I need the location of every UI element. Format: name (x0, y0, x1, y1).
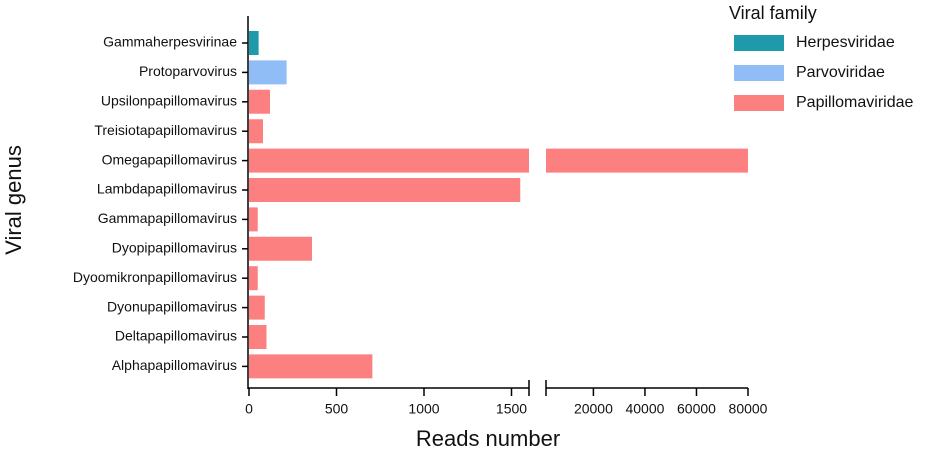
x-tick-label: 40000 (625, 401, 664, 417)
y-tick-label: Gammapapillomavirus (98, 210, 237, 226)
y-tick-label: Dyonupapillomavirus (107, 298, 237, 314)
x-tick-label: 1000 (408, 401, 439, 417)
bar (249, 325, 267, 349)
legend-label: Herpesviridae (796, 34, 895, 51)
bar (249, 148, 748, 173)
legend-swatch (734, 35, 784, 51)
x-axis-label: Reads number (416, 426, 560, 451)
bar (249, 266, 258, 291)
legend-title: Viral family (729, 3, 817, 23)
y-axis-label: Viral genus (1, 145, 26, 255)
y-tick-label: Lambdapapillomavirus (97, 181, 237, 197)
bar (249, 236, 312, 261)
y-tick-label: Alphapapillomavirus (112, 357, 237, 373)
bar (249, 31, 259, 55)
x-tick-label: 1500 (496, 401, 527, 417)
y-tick-label: Gammaherpesvirinae (103, 34, 237, 50)
bar (249, 60, 287, 85)
x-tick-label: 0 (245, 401, 253, 417)
legend-label: Papillomaviridae (796, 94, 913, 111)
bar (249, 119, 263, 144)
bar (249, 207, 258, 232)
y-tick-label: Dyoomikronpapillomavirus (73, 269, 237, 285)
legend-swatch (734, 95, 784, 111)
legend-swatch (734, 65, 784, 81)
y-tick-label: Omegapapillomavirus (102, 151, 237, 167)
legend-label: Parvoviridae (796, 64, 885, 81)
bar (249, 89, 270, 114)
y-tick-label: Protoparvovirus (139, 63, 237, 79)
x-tick-label: 20000 (574, 401, 613, 417)
bar (249, 178, 521, 202)
bar (249, 295, 265, 320)
x-tick-label: 500 (325, 401, 349, 417)
y-tick-label: Upsilonpapillomavirus (101, 93, 237, 109)
y-tick-label: Treisiotapapillomavirus (94, 122, 237, 138)
bar (249, 354, 373, 379)
y-tick-label: Dyopipapillomavirus (112, 240, 237, 256)
x-tick-label: 80000 (729, 401, 768, 417)
y-tick-label: Deltapapillomavirus (115, 328, 237, 344)
x-tick-label: 60000 (677, 401, 716, 417)
